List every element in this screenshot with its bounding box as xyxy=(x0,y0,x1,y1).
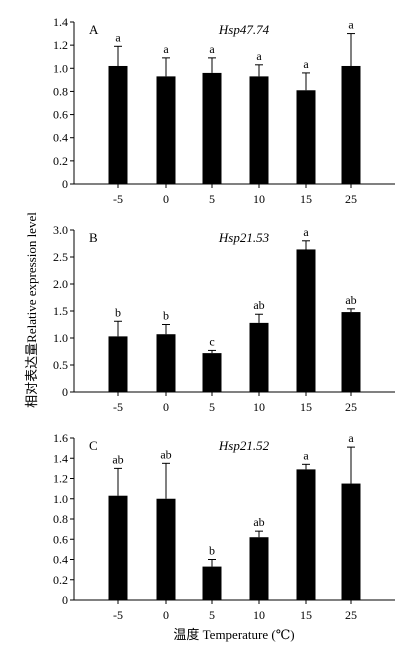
panel-a-x-tick-label: 10 xyxy=(253,192,265,206)
panel-b-y-tick-label: 2.5 xyxy=(53,250,68,264)
panel-a-bar xyxy=(202,72,222,184)
panel-c-x-tick-label: 0 xyxy=(163,608,169,622)
y-axis-title: 相对表达量Relative expression level xyxy=(24,212,39,408)
panel-b-x-tick-label: 0 xyxy=(163,400,169,414)
panel-b-x-tick-label: 5 xyxy=(209,400,215,414)
panel-c-y-tick-label: 1.0 xyxy=(53,492,68,506)
panel-a-bar xyxy=(249,76,269,184)
panel-a-x-tick-label: 0 xyxy=(163,192,169,206)
panel-b-significance-label: ab xyxy=(253,298,264,312)
panel-b-x-tick-label: 15 xyxy=(300,400,312,414)
panel-a-bar xyxy=(108,65,128,184)
panel-a-bar xyxy=(156,76,176,184)
panel-b-bar xyxy=(108,336,128,392)
panel-c-significance-label: a xyxy=(348,431,354,445)
panel-a-x-tick-label: 15 xyxy=(300,192,312,206)
panel-a-y-tick-label: 1.4 xyxy=(53,15,68,29)
panel-c-y-tick-label: 0 xyxy=(62,593,68,607)
panel-a-bar xyxy=(296,90,316,184)
panel-a-significance-label: a xyxy=(303,57,309,71)
panel-c-significance-label: b xyxy=(209,544,215,558)
panel-a-significance-label: a xyxy=(209,42,215,56)
panel-a-significance-label: a xyxy=(256,49,262,63)
panel-a-gene-title: Hsp47.74 xyxy=(218,22,270,37)
panel-c-bar xyxy=(341,483,361,600)
panel-b-y-tick-label: 2.0 xyxy=(53,277,68,291)
panel-a-bar xyxy=(341,65,361,184)
panel-c-y-tick-label: 0.6 xyxy=(53,532,68,546)
panel-c-significance-label: ab xyxy=(253,515,264,529)
panel-c-x-tick-label: 15 xyxy=(300,608,312,622)
panel-b-y-tick-label: 0.5 xyxy=(53,358,68,372)
panel-b-y-tick-label: 1.0 xyxy=(53,331,68,345)
panel-c-significance-label: ab xyxy=(160,447,171,461)
panel-a-significance-label: a xyxy=(163,42,169,56)
panel-c-significance-label: ab xyxy=(112,452,123,466)
panel-a-y-tick-label: 0.8 xyxy=(53,84,68,98)
panel-c-significance-label: a xyxy=(303,448,309,462)
panel-b-y-tick-label: 1.5 xyxy=(53,304,68,318)
panel-c-gene-title: Hsp21.52 xyxy=(218,438,270,453)
panel-b-letter: B xyxy=(89,230,98,245)
panel-a-significance-label: a xyxy=(115,30,121,44)
panel-c-bar xyxy=(108,495,128,600)
panel-b-significance-label: a xyxy=(303,225,309,239)
panel-a-x-tick-label: 25 xyxy=(345,192,357,206)
panel-a-significance-label: a xyxy=(348,18,354,32)
x-axis-title: 温度 Temperature (℃) xyxy=(173,627,294,642)
panel-a-letter: A xyxy=(89,22,99,37)
panel-c-bar xyxy=(202,566,222,600)
panel-c-x-tick-label: 10 xyxy=(253,608,265,622)
panel-a-y-tick-label: 0 xyxy=(62,177,68,191)
panel-a-y-tick-label: 0.2 xyxy=(53,154,68,168)
panel-a-y-tick-label: 0.4 xyxy=(53,131,68,145)
panel-b-bar xyxy=(249,322,269,392)
panel-a-x-tick-label: -5 xyxy=(113,192,123,206)
panel-c-bar xyxy=(156,498,176,600)
panel-b-y-tick-label: 3.0 xyxy=(53,223,68,237)
panel-c-x-tick-label: -5 xyxy=(113,608,123,622)
panel-b-bar xyxy=(341,312,361,392)
panel-c-y-tick-label: 0.2 xyxy=(53,573,68,587)
panel-b-significance-label: b xyxy=(115,305,121,319)
panel-b-bar xyxy=(202,353,222,392)
panel-c-bar xyxy=(296,469,316,600)
panel-c-y-tick-label: 0.4 xyxy=(53,553,68,567)
panel-a-y-tick-label: 1.2 xyxy=(53,38,68,52)
panel-b-x-tick-label: 25 xyxy=(345,400,357,414)
panel-c-y-tick-label: 1.2 xyxy=(53,472,68,486)
panel-c-letter: C xyxy=(89,438,98,453)
panel-b-significance-label: c xyxy=(209,334,214,348)
panel-b-significance-label: ab xyxy=(345,293,356,307)
panel-c-y-tick-label: 1.4 xyxy=(53,451,68,465)
panel-c-y-tick-label: 1.6 xyxy=(53,431,68,445)
panel-c-bar xyxy=(249,537,269,600)
panel-b-bar xyxy=(156,334,176,392)
panel-b-x-tick-label: -5 xyxy=(113,400,123,414)
panel-b-significance-label: b xyxy=(163,309,169,323)
panel-b-y-tick-label: 0 xyxy=(62,385,68,399)
panel-a-y-tick-label: 1.0 xyxy=(53,61,68,75)
panel-b-x-tick-label: 10 xyxy=(253,400,265,414)
panel-a-x-tick-label: 5 xyxy=(209,192,215,206)
panel-c-y-tick-label: 0.8 xyxy=(53,512,68,526)
panel-b-gene-title: Hsp21.53 xyxy=(218,230,270,245)
panel-a-y-tick-label: 0.6 xyxy=(53,108,68,122)
panel-c-x-tick-label: 5 xyxy=(209,608,215,622)
panel-c-x-tick-label: 25 xyxy=(345,608,357,622)
panel-b-bar xyxy=(296,249,316,392)
